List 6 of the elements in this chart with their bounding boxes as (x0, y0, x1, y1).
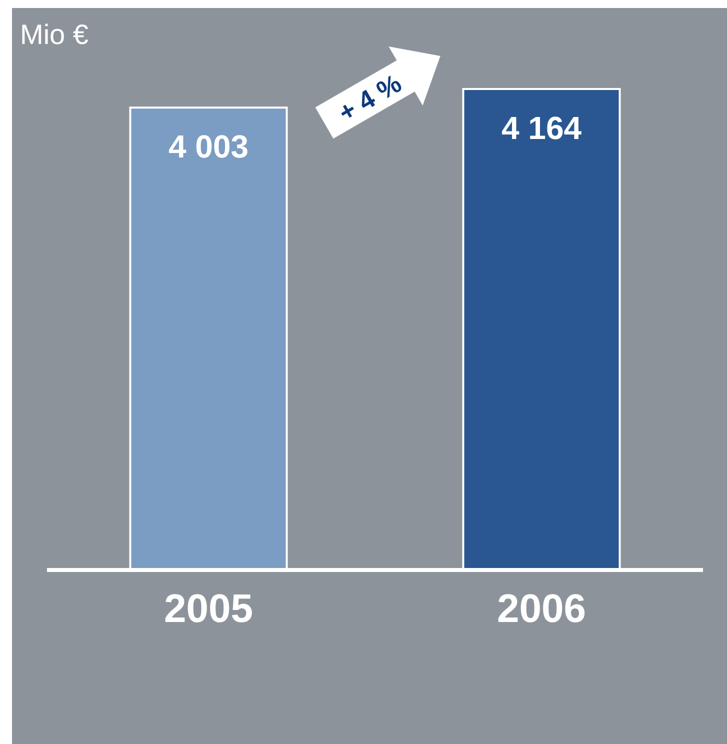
annotation: + 4 % (333, 68, 406, 128)
y-axis-title: Mio € (20, 19, 89, 50)
data-label: 4 003 (168, 128, 249, 165)
x-tick-label: 2005 (164, 587, 253, 631)
data-label: 4 164 (501, 110, 582, 146)
x-tick-label: 2006 (497, 587, 586, 631)
